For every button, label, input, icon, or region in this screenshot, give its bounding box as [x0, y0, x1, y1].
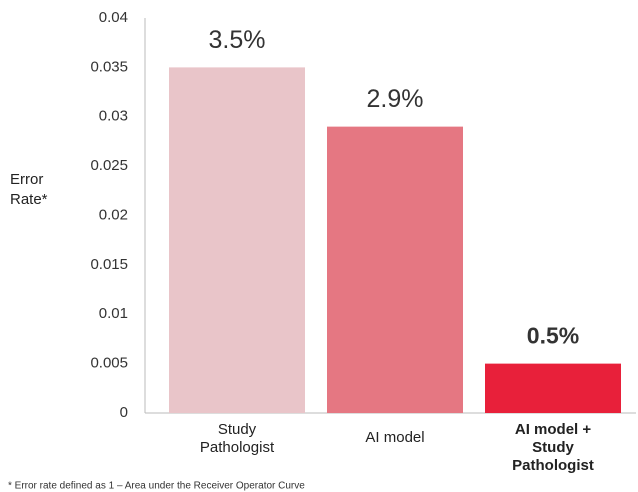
bar	[169, 67, 305, 413]
y-tick-label: 0	[120, 404, 128, 421]
y-tick-label: 0.04	[99, 9, 128, 26]
bar	[327, 126, 463, 413]
x-tick-label: AI model	[365, 429, 425, 446]
y-tick-label: 0.025	[90, 157, 128, 174]
y-tick-label: 0.015	[90, 256, 128, 273]
y-tick-label: 0.005	[90, 355, 128, 372]
value-label: 3.5%	[209, 26, 266, 54]
value-label: 2.9%	[367, 85, 424, 113]
footnote: * Error rate defined as 1 – Area under t…	[8, 481, 305, 492]
y-tick-label: 0.035	[90, 58, 128, 75]
y-tick-label: 0.02	[99, 206, 128, 223]
x-tick-label: AI model + Study Pathologist	[512, 421, 594, 474]
x-tick-label: Study Pathologist	[199, 421, 275, 456]
y-axis-label: Error Rate*	[10, 171, 48, 208]
bar	[485, 363, 621, 413]
y-tick-label: 0.01	[99, 305, 128, 322]
y-tick-label: 0.03	[99, 108, 128, 125]
value-label: 0.5%	[527, 323, 579, 349]
